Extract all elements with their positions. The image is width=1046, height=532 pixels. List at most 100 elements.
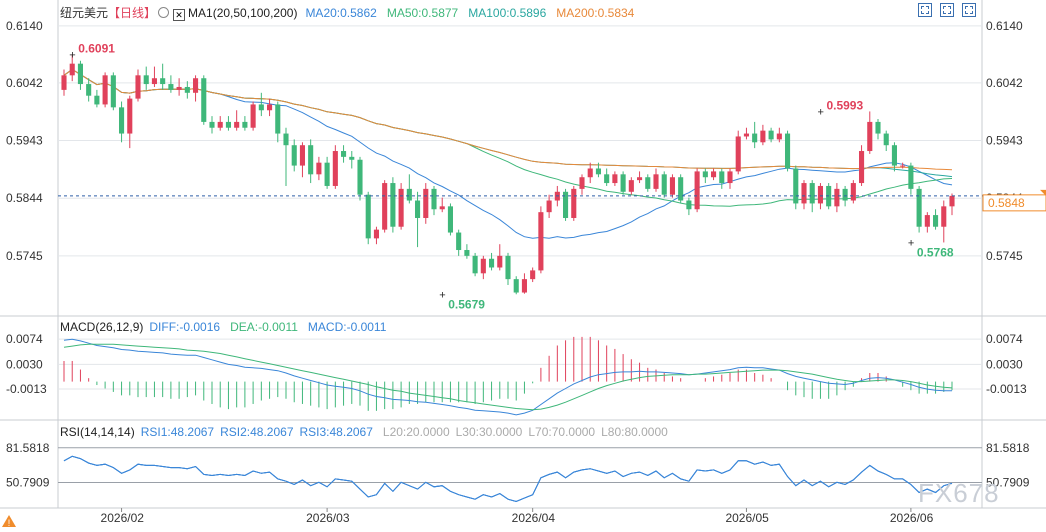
- candle-body: [160, 78, 166, 85]
- rsi-tick-label-right: 50.7909: [986, 476, 1030, 490]
- candle-body: [587, 168, 593, 178]
- candle-body: [275, 104, 281, 134]
- candle-body: [653, 174, 659, 189]
- rsi1-value: RSI1:48.2067: [140, 425, 215, 439]
- candle-body: [563, 191, 569, 218]
- candle-body: [752, 133, 758, 143]
- extreme-label: 0.5768: [917, 245, 954, 259]
- candle-body: [513, 279, 519, 293]
- candle-body: [308, 145, 314, 175]
- macd-tick-label-right: 0.0074: [986, 332, 1023, 346]
- candle-body: [332, 151, 338, 186]
- candle-body: [521, 279, 527, 293]
- candle-body: [735, 136, 741, 172]
- candle-body: [875, 121, 881, 134]
- candle-body: [324, 162, 330, 186]
- candle-body: [571, 188, 577, 218]
- svg-text:!: !: [8, 518, 11, 527]
- candle-body: [801, 183, 807, 204]
- extreme-marker: +: [439, 289, 445, 301]
- candle-body: [916, 188, 922, 227]
- candle-body: [127, 98, 133, 134]
- current-price-label: 0.5848: [988, 196, 1025, 210]
- candle-body: [390, 183, 396, 227]
- candle-body: [209, 121, 215, 128]
- candle-body: [505, 255, 511, 280]
- candle-body: [497, 255, 503, 268]
- macd-diff: DIFF:-0.0016: [149, 320, 221, 334]
- period-label[interactable]: 【日线】: [108, 6, 157, 20]
- macd-dea-line: [63, 343, 953, 411]
- candle-body: [891, 145, 897, 166]
- candle-body: [283, 133, 289, 146]
- rsi-tick-label-left: 81.5818: [6, 441, 50, 455]
- candle-body: [702, 171, 708, 178]
- rsi-tick-label-left: 50.7909: [6, 476, 50, 490]
- zoom-out-icon[interactable]: [940, 3, 954, 17]
- candle-body: [119, 107, 125, 134]
- candle-body: [341, 151, 347, 157]
- circle-toggle-icon[interactable]: [158, 7, 170, 18]
- candle-body: [933, 215, 939, 227]
- rsi-l80: L80:80.0000: [601, 425, 668, 439]
- candle-body: [299, 145, 305, 166]
- candle-body: [530, 270, 536, 280]
- macd-tick-label-left: 0.0030: [6, 357, 43, 371]
- x-tick-label: 2026/03: [306, 511, 350, 525]
- warning-icon: !: [2, 514, 16, 528]
- macd-tick-label-right: -0.0013: [986, 382, 1027, 396]
- candle-body: [669, 177, 675, 195]
- candle-body: [439, 206, 445, 210]
- candle-body: [151, 78, 157, 85]
- rsi-title: RSI(14,14,14): [60, 425, 135, 439]
- candle-body: [859, 151, 865, 184]
- candle-body: [546, 200, 552, 213]
- candle-body: [349, 156, 355, 160]
- price-tick-label-left: 0.5943: [6, 134, 43, 148]
- candle-body: [924, 215, 930, 227]
- zoom-in-icon[interactable]: [918, 3, 932, 17]
- macd-tick-label-right: 0.0030: [986, 357, 1023, 371]
- candle-body: [645, 177, 651, 189]
- candle-body: [489, 258, 495, 268]
- price-tick-label-right: 0.5745: [986, 249, 1023, 263]
- macd-diff-line: [63, 338, 952, 416]
- candle-body: [316, 162, 322, 175]
- x-tick-label: 2026/06: [890, 511, 934, 525]
- candle-body: [612, 174, 618, 184]
- candle-body: [900, 165, 906, 167]
- watermark: FX678: [918, 478, 1000, 508]
- candle-body: [61, 75, 67, 90]
- checkbox-icon[interactable]: ✕: [173, 9, 186, 21]
- candle-body: [538, 212, 544, 271]
- rsi-tick-label-right: 81.5818: [986, 441, 1030, 455]
- macd-dea: DEA:-0.0011: [230, 320, 298, 334]
- candle-body: [406, 188, 412, 201]
- candle-body: [661, 174, 667, 195]
- candle-body: [908, 165, 914, 189]
- candle-body: [373, 229, 379, 239]
- candle-body: [817, 185, 823, 204]
- candle-body: [809, 183, 815, 204]
- price-tick-label-left: 0.5745: [6, 249, 43, 263]
- candle-body: [464, 250, 470, 256]
- x-tick-label: 2026/05: [725, 511, 769, 525]
- candle-body: [184, 86, 190, 93]
- rsi2-value: RSI2:48.2067: [220, 425, 294, 439]
- candle-body: [193, 78, 199, 93]
- candle-body: [604, 174, 610, 184]
- candle-body: [225, 121, 231, 128]
- fullscreen-icon[interactable]: [962, 3, 976, 17]
- candle-body: [686, 200, 692, 210]
- candle-body: [850, 183, 856, 201]
- price-tick-label-left: 0.6140: [6, 19, 43, 33]
- price-tick-label-left: 0.5844: [6, 191, 43, 205]
- extreme-marker: +: [817, 106, 823, 118]
- candle-body: [595, 168, 601, 175]
- extreme-label: 0.5993: [826, 98, 863, 112]
- ma200-value: MA200:0.5834: [556, 6, 635, 20]
- macd-tick-label-left: -0.0013: [6, 382, 47, 396]
- ma100-value: MA100:0.5896: [468, 6, 547, 20]
- candle-body: [480, 258, 486, 274]
